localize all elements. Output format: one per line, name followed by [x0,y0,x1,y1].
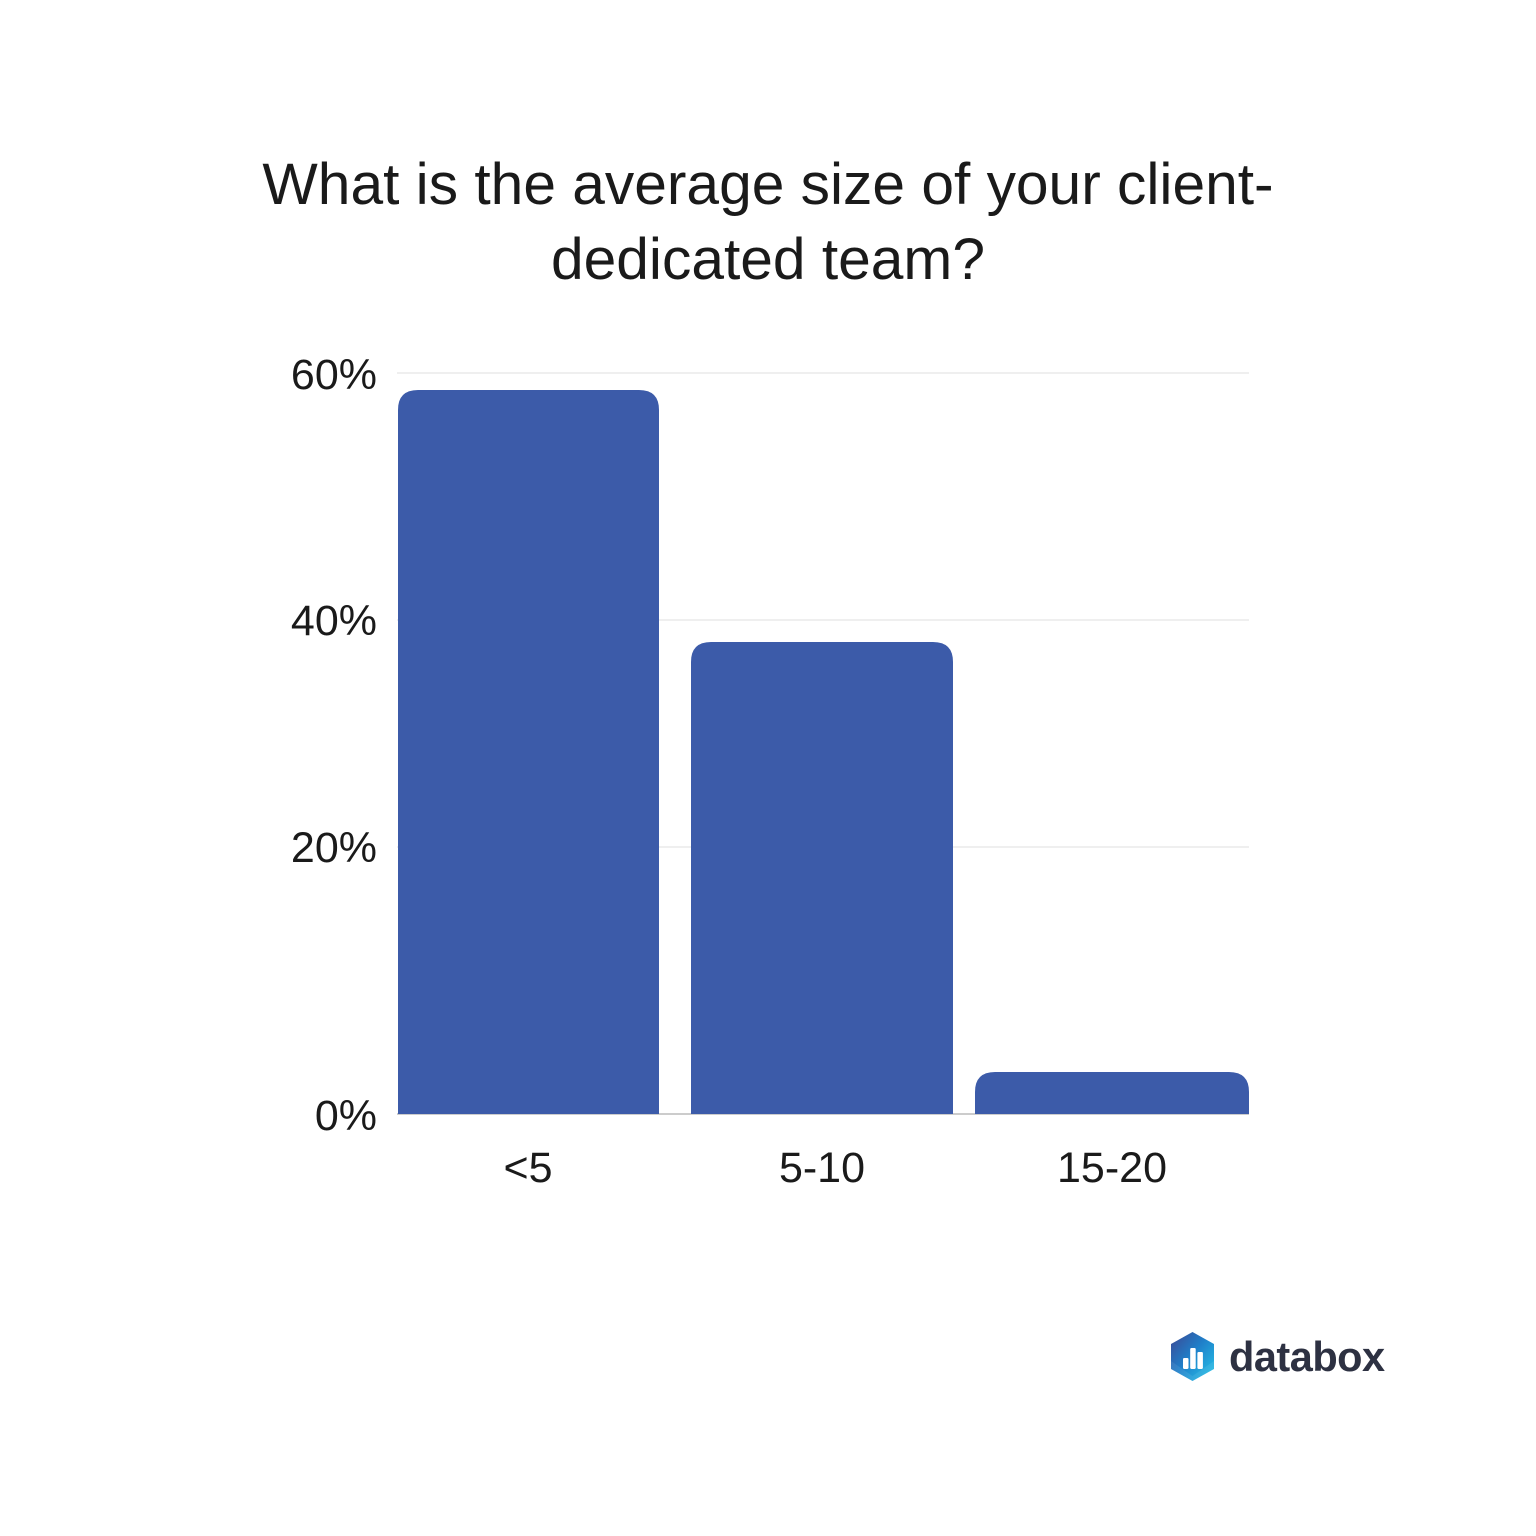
svg-text:0%: 0% [315,1092,377,1140]
svg-text:20%: 20% [291,824,377,872]
svg-text:15-20: 15-20 [1057,1144,1167,1192]
svg-text:5-10: 5-10 [779,1144,865,1192]
svg-text:<5: <5 [503,1144,552,1192]
svg-text:60%: 60% [291,351,377,399]
svg-text:40%: 40% [291,597,377,645]
